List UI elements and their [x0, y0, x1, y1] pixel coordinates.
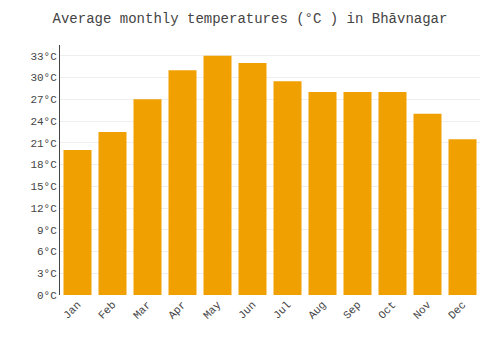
svg-text:6°C: 6°C: [37, 246, 57, 258]
svg-text:Apr: Apr: [166, 299, 188, 321]
svg-text:0°C: 0°C: [37, 290, 57, 302]
svg-text:Jan: Jan: [61, 299, 83, 321]
svg-text:9°C: 9°C: [37, 225, 57, 237]
svg-text:Oct: Oct: [376, 299, 398, 321]
svg-text:Aug: Aug: [306, 299, 328, 321]
svg-text:Average monthly temperatures (: Average monthly temperatures (°C ) in Bh…: [53, 11, 448, 27]
svg-text:12°C: 12°C: [30, 203, 57, 215]
svg-text:21°C: 21°C: [30, 138, 57, 150]
svg-text:Feb: Feb: [96, 299, 118, 321]
svg-text:24°C: 24°C: [30, 116, 57, 128]
svg-text:18°C: 18°C: [30, 159, 57, 171]
svg-text:Sep: Sep: [341, 299, 363, 321]
svg-text:Mar: Mar: [131, 299, 153, 321]
svg-text:15°C: 15°C: [30, 181, 57, 193]
svg-text:30°C: 30°C: [30, 72, 57, 84]
svg-text:33°C: 33°C: [30, 51, 57, 63]
svg-text:May: May: [201, 299, 224, 322]
svg-text:Jul: Jul: [271, 299, 293, 321]
svg-text:Nov: Nov: [411, 299, 434, 322]
svg-text:27°C: 27°C: [30, 94, 57, 106]
svg-text:Jun: Jun: [236, 299, 258, 321]
svg-text:Dec: Dec: [446, 299, 468, 321]
svg-text:3°C: 3°C: [37, 268, 57, 280]
